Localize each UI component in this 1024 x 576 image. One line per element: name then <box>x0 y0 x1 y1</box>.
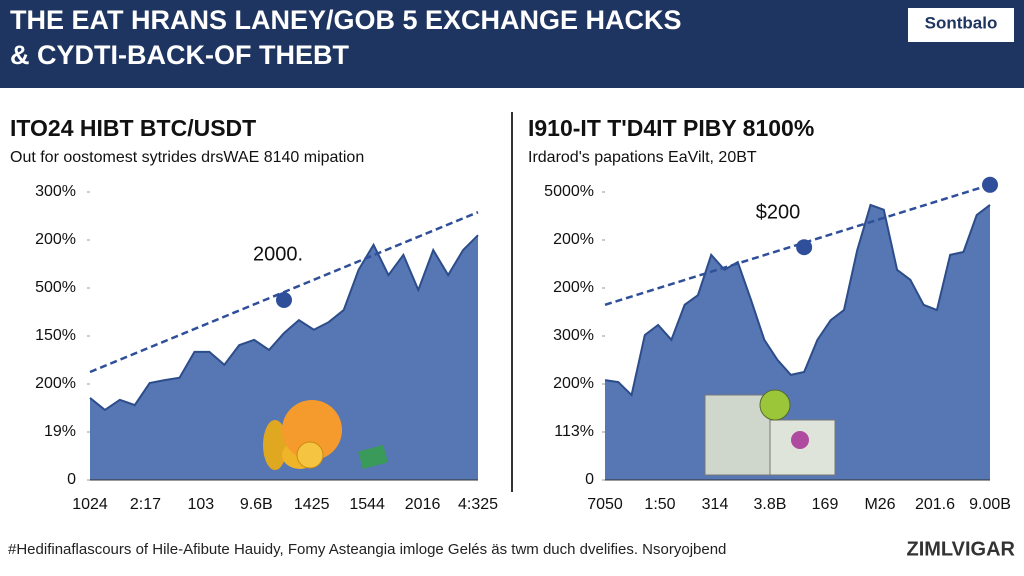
y-tick-label: 500% <box>35 279 76 296</box>
x-tick-label: 103 <box>188 496 215 513</box>
y-tick-label: 113% <box>554 423 594 440</box>
x-tick-label: 169 <box>812 496 839 513</box>
x-tick-label: 1:50 <box>644 496 675 513</box>
area <box>605 204 990 480</box>
x-tick-label: 1024 <box>72 496 108 513</box>
y-tick-label: 5000% <box>544 183 594 200</box>
annotation: $200 <box>756 201 801 223</box>
header-title: THE EAT HRANS LANEY/GOB 5 EXCHANGE HACKS <box>10 5 682 35</box>
x-tick-label: 314 <box>702 496 729 513</box>
money-stack <box>704 389 836 476</box>
header-title: & CYDTI-BACK-OF THEBT <box>10 40 349 70</box>
x-tick-label: 7050 <box>587 496 623 513</box>
chart-title: I910-IT T'D4IT PIBY 8100% <box>528 115 814 141</box>
logo: Sontbalo <box>925 13 998 32</box>
y-tick-label: 200% <box>553 279 594 296</box>
chart-title: ITO24 HIBT BTC/USDT <box>10 115 256 141</box>
x-tick-label: 201.6 <box>915 496 955 513</box>
annotation: 2000. <box>253 243 303 265</box>
y-tick-label: 0 <box>67 471 76 488</box>
area-edge <box>604 203 991 398</box>
y-tick-label: 0 <box>585 471 594 488</box>
y-tick-label: 200% <box>553 231 594 248</box>
x-tick-label: 3.8B <box>754 496 787 513</box>
x-tick-label: 1544 <box>349 496 385 513</box>
chart-subtitle: Irdarod's papations EaVilt, 20BT <box>528 149 757 166</box>
marker <box>276 292 292 308</box>
end-marker <box>982 176 998 193</box>
y-tick-label: 200% <box>35 231 76 248</box>
logo-box <box>908 8 1014 42</box>
header-band <box>0 0 1024 88</box>
x-tick-label: 1425 <box>294 496 330 513</box>
coin-character <box>263 400 388 470</box>
x-tick-label: 2:17 <box>130 496 161 513</box>
x-tick-label: 9.6B <box>240 496 273 513</box>
area <box>90 235 478 480</box>
area-edge <box>89 234 479 412</box>
x-tick-label: 2016 <box>405 496 441 513</box>
y-tick-label: 300% <box>35 183 76 200</box>
footer-brand: ZIMLVIGAR <box>906 538 1015 560</box>
y-tick-label: 300% <box>553 327 594 344</box>
y-tick-label: 200% <box>35 375 76 392</box>
marker <box>796 239 813 256</box>
y-tick-label: 150% <box>35 327 76 344</box>
x-tick-label: 9.00B <box>969 496 1011 513</box>
y-tick-label: 19% <box>44 423 76 440</box>
footer-caption: #Hedifinaflascours of Hile-Afibute Hauid… <box>8 541 726 558</box>
x-tick-label: 4:325 <box>458 496 498 513</box>
x-tick-label: M26 <box>864 496 895 513</box>
y-tick-label: 200% <box>553 375 594 392</box>
chart-subtitle: Out for oostomest sytrides drsWAE 8140 m… <box>10 149 364 166</box>
